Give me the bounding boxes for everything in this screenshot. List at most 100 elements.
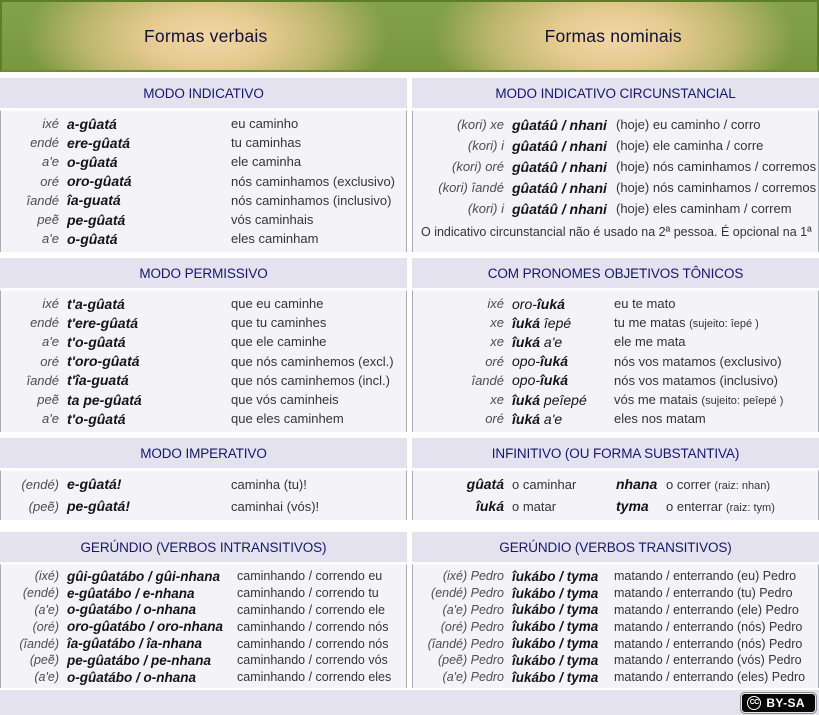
gloss-annotation: (raiz: nhan): [714, 479, 771, 492]
form-cell: ta pe-gûatá: [67, 391, 142, 408]
gloss-cell: caminha (tu)!: [231, 476, 307, 492]
form-cell: a-gûatá: [67, 115, 117, 132]
gloss-cell: caminhando / correndo eu: [237, 569, 383, 584]
pronoun-cell: (endé) Pedro: [431, 586, 504, 601]
conjugation-row: peẽ pe-gûatá vós caminhais: [1, 210, 406, 229]
gloss-cell: matando / enterrando (vós) Pedro: [614, 653, 802, 668]
gloss-cell: que nós caminhemos (incl.): [231, 372, 390, 388]
gloss-annotation: (sujeito: îepé ): [689, 318, 759, 331]
conjugation-row: (endé) Pedro îukábo / tyma matando / enter…: [413, 585, 818, 602]
conjugation-rows: ixé t'a-gûatá que eu caminhe endé t'ere-gûat…: [1, 294, 406, 428]
conjugation-row: îandé opo-îuká nós vos matamos (inclusivo): [413, 371, 818, 390]
gloss-cell: matando / enterrando (ele) Pedro: [614, 602, 799, 617]
conjugation-row: (oré) Pedro îukábo / tyma matando / enterr…: [413, 618, 818, 635]
gloss-cell: caminhando / correndo vós: [237, 653, 388, 668]
form-part: opo-: [512, 372, 541, 389]
form-cell: îuká a'e: [512, 411, 610, 427]
conjugation-row: (îandé) Pedro îukábo / tyma matando / ente…: [413, 635, 818, 652]
section-title: MODO INDICATIVO CIRCUNSTANCIAL: [495, 85, 736, 101]
conjugation-row: xe îuká îepé tu me matas (sujeito: îepé ): [413, 313, 818, 332]
conjugation-row: ixé t'a-gûatá que eu caminhe: [1, 294, 406, 313]
form-cell: e-gûatábo / e-nhana: [67, 585, 195, 601]
gloss-cell: matando / enterrando (nós) Pedro: [614, 619, 803, 634]
form-cell: îuká a'e: [512, 334, 610, 350]
section-header-gerundio-transitivos: GERÚNDIO (VERBOS TRANSITIVOS): [412, 532, 819, 562]
conjugation-row: (peẽ) pe-gûatá! caminhai (vós)!: [1, 495, 406, 517]
cc-by-sa-badge[interactable]: CC BY-SA: [741, 692, 816, 713]
gloss-cell: o enterrar (raiz: tym): [666, 498, 775, 514]
gloss-cell: o matar: [512, 498, 557, 514]
gloss-cell: nós vos matamos (inclusivo): [614, 372, 778, 388]
gloss-annotation: (raiz: tym): [725, 501, 775, 514]
pronoun-cell: ixé: [42, 296, 59, 312]
gloss-cell: (hoje) eu caminho / corro: [616, 117, 761, 132]
form-cell: pe-gûatábo / pe-nhana: [67, 652, 212, 668]
conjugation-row: (a'e) o-gûatábo / o-nhana caminhando / cor…: [1, 669, 406, 686]
section-modo-permissivo: ixé t'a-gûatá que eu caminhe endé t'ere-gûat…: [0, 290, 407, 432]
form-part: a'e: [543, 410, 563, 427]
conjugation-row: a'e t'o-gûatá que eles caminhem: [1, 409, 406, 428]
band-imperativo: MODO IMPERATIVO INFINITIVO (OU FORMA SUB…: [0, 438, 819, 520]
pronoun-cell: (peẽ): [29, 653, 59, 668]
form-cell: t'ere-gûatá: [67, 314, 139, 331]
form-cell: gûatá: [466, 476, 504, 492]
conjugation-row: ixé oro-îuká eu te mato: [413, 294, 818, 313]
gloss-annotation: (sujeito: peîepé ): [701, 395, 784, 408]
form-cell: pe-gûatá: [67, 211, 126, 228]
form-cell: t'îa-guatá: [67, 372, 129, 389]
pronoun-cell: (endé): [22, 586, 59, 601]
conjugation-rows: (kori) xe gûatáû / nhani (hoje) eu caminho…: [413, 114, 818, 219]
section-title: COM PRONOMES OBJETIVOS TÔNICOS: [487, 265, 744, 281]
conjugation-row: (peẽ) pe-gûatábo / pe-nhana caminhando / c…: [1, 652, 406, 669]
gloss-cell: matando / enterrando (eles) Pedro: [614, 670, 806, 685]
gloss-cell: ele caminha: [231, 154, 302, 170]
form-part: oro-: [512, 295, 537, 312]
form-cell: gûatáû / nhani: [512, 116, 607, 133]
gloss-cell: eles caminham: [231, 231, 319, 247]
conjugation-rows: (ixé) Pedro îukábo / tyma matando / enterr…: [413, 568, 818, 686]
conjugation-row: xe îuká a'e ele me mata: [413, 332, 818, 351]
conjugation-row: (a'e) o-gûatábo / o-nhana caminhando / cor…: [1, 602, 406, 619]
conjugation-row: a'e o-gûatá eles caminham: [1, 229, 406, 248]
form-cell: îukábo / tyma: [512, 568, 599, 584]
conjugation-row: (îandé) îa-gûatábo / îa-nhana caminhando /…: [1, 635, 406, 652]
pronoun-cell: ixé: [487, 296, 504, 312]
conjugation-row: endé ere-gûatá tu caminhas: [1, 133, 406, 152]
gloss-cell: tu me matas (sujeito: îepé ): [614, 315, 759, 331]
gloss-cell: nós caminhamos (inclusivo): [231, 192, 392, 208]
gloss-cell: (hoje) eles caminham / correm: [616, 201, 792, 216]
form-cell: îukábo / tyma: [512, 669, 599, 685]
form-cell: gûatáû / nhani: [512, 137, 607, 154]
gloss-cell: caminhando / correndo nós: [237, 619, 389, 634]
form-cell: îa-gûatábo / îa-nhana: [67, 636, 203, 652]
form-cell: gûatáû / nhani: [512, 179, 607, 196]
pronoun-cell: îandé: [26, 372, 59, 388]
pronoun-cell: oré: [485, 411, 504, 427]
conjugation-rows: (endé) e-gûatá! caminha (tu)! (peẽ) pe-gûatá…: [1, 473, 406, 517]
gloss-cell: vós me matais (sujeito: peîepé ): [614, 392, 784, 408]
conjugation-row: (ixé) Pedro îukábo / tyma matando / enterr…: [413, 568, 818, 585]
gloss-cell: o caminhar: [512, 476, 577, 492]
gloss-cell: (hoje) nós caminhamos / corremos: [616, 159, 817, 174]
pronoun-cell: oré: [40, 173, 59, 189]
section-modo-indicativo-circunstancial: (kori) xe gûatáû / nhani (hoje) eu caminho…: [412, 110, 819, 252]
form-cell: îukábo / tyma: [512, 636, 599, 652]
form-cell: tyma: [616, 498, 649, 514]
section-modo-indicativo: ixé a-gûatá eu caminho endé ere-gûatá tu cami…: [0, 110, 407, 252]
form-part: peîepé: [543, 391, 587, 408]
gloss-cell: eu te mato: [614, 296, 676, 312]
gloss-cell: matando / enterrando (eu) Pedro: [614, 569, 797, 584]
form-part: îuká: [512, 410, 544, 427]
form-cell: îukábo / tyma: [512, 652, 599, 668]
pronoun-cell: a'e: [42, 231, 59, 247]
conjugation-row: îandé t'îa-guatá que nós caminhemos (incl.…: [1, 371, 406, 390]
band-gerundio: GERÚNDIO (VERBOS INTRANSITIVOS) GERÚNDIO…: [0, 532, 819, 688]
gloss-cell: (hoje) nós caminhamos / corremos: [616, 180, 817, 195]
gloss-cell: tu caminhas: [231, 135, 302, 151]
pronoun-cell: (peẽ) Pedro: [437, 653, 504, 668]
form-part: opo-: [512, 353, 541, 370]
section-header-pronomes-objetivos: COM PRONOMES OBJETIVOS TÔNICOS: [412, 258, 819, 288]
license-label: BY-SA: [766, 695, 805, 710]
section-title: MODO IMPERATIVO: [140, 445, 267, 461]
pronoun-cell: (kori) oré: [451, 159, 504, 174]
